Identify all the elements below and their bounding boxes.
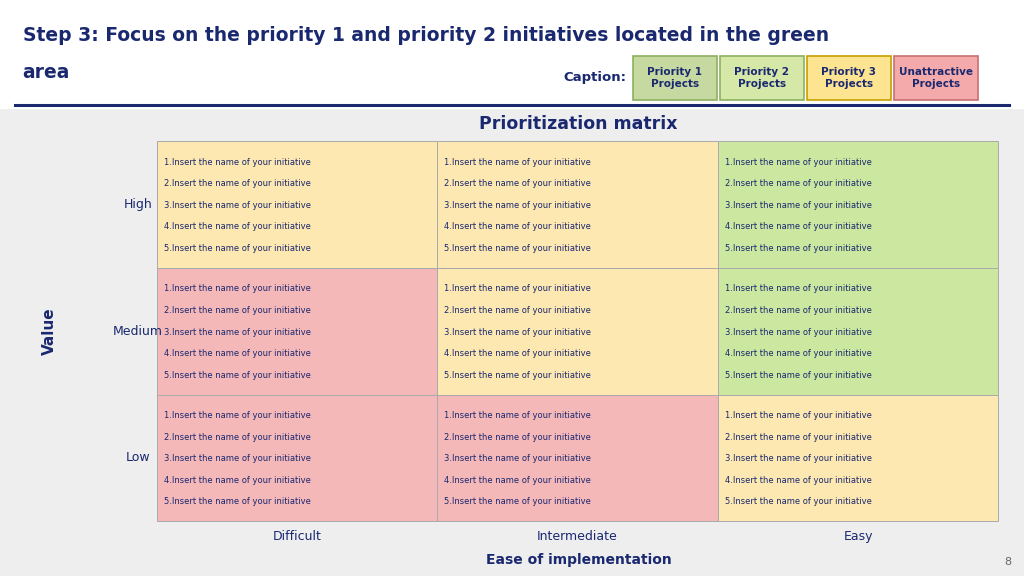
Text: 5.Insert the name of your initiative: 5.Insert the name of your initiative	[164, 370, 310, 380]
FancyBboxPatch shape	[718, 268, 998, 395]
Text: Low: Low	[126, 452, 151, 464]
FancyBboxPatch shape	[633, 56, 717, 100]
Text: 5.Insert the name of your initiative: 5.Insert the name of your initiative	[164, 244, 310, 253]
Text: 2.Insert the name of your initiative: 2.Insert the name of your initiative	[725, 306, 871, 315]
Text: Unattractive
Projects: Unattractive Projects	[899, 67, 973, 89]
Text: 1.Insert the name of your initiative: 1.Insert the name of your initiative	[725, 411, 871, 420]
FancyBboxPatch shape	[157, 268, 437, 395]
Text: 5.Insert the name of your initiative: 5.Insert the name of your initiative	[444, 244, 591, 253]
Text: 1.Insert the name of your initiative: 1.Insert the name of your initiative	[164, 411, 310, 420]
Text: Priority 1
Projects: Priority 1 Projects	[647, 67, 702, 89]
Text: 3.Insert the name of your initiative: 3.Insert the name of your initiative	[725, 201, 872, 210]
Text: 2.Insert the name of your initiative: 2.Insert the name of your initiative	[164, 179, 310, 188]
Text: 1.Insert the name of your initiative: 1.Insert the name of your initiative	[444, 158, 591, 167]
Text: 3.Insert the name of your initiative: 3.Insert the name of your initiative	[725, 328, 872, 336]
Text: 5.Insert the name of your initiative: 5.Insert the name of your initiative	[164, 497, 310, 506]
Text: Caption:: Caption:	[563, 71, 627, 84]
FancyBboxPatch shape	[157, 141, 437, 268]
Text: 4.Insert the name of your initiative: 4.Insert the name of your initiative	[725, 476, 871, 485]
Text: 3.Insert the name of your initiative: 3.Insert the name of your initiative	[725, 454, 872, 463]
Text: Difficult: Difficult	[272, 530, 322, 543]
Text: 3.Insert the name of your initiative: 3.Insert the name of your initiative	[164, 454, 311, 463]
Text: 5.Insert the name of your initiative: 5.Insert the name of your initiative	[725, 497, 871, 506]
Text: 2.Insert the name of your initiative: 2.Insert the name of your initiative	[725, 179, 871, 188]
Text: 1.Insert the name of your initiative: 1.Insert the name of your initiative	[444, 411, 591, 420]
Text: 3.Insert the name of your initiative: 3.Insert the name of your initiative	[164, 201, 311, 210]
Text: Medium: Medium	[114, 325, 163, 338]
FancyBboxPatch shape	[437, 395, 718, 521]
Text: 2.Insert the name of your initiative: 2.Insert the name of your initiative	[725, 433, 871, 442]
Text: 3.Insert the name of your initiative: 3.Insert the name of your initiative	[444, 201, 592, 210]
FancyBboxPatch shape	[807, 56, 891, 100]
Text: 5.Insert the name of your initiative: 5.Insert the name of your initiative	[444, 370, 591, 380]
Text: 4.Insert the name of your initiative: 4.Insert the name of your initiative	[725, 222, 871, 232]
Text: Intermediate: Intermediate	[538, 530, 617, 543]
Text: 4.Insert the name of your initiative: 4.Insert the name of your initiative	[164, 349, 310, 358]
Text: Step 3: Focus on the priority 1 and priority 2 initiatives located in the green: Step 3: Focus on the priority 1 and prio…	[23, 26, 828, 45]
Text: 1.Insert the name of your initiative: 1.Insert the name of your initiative	[444, 285, 591, 294]
Text: Priority 3
Projects: Priority 3 Projects	[821, 67, 877, 89]
FancyBboxPatch shape	[157, 395, 437, 521]
Text: 3.Insert the name of your initiative: 3.Insert the name of your initiative	[444, 328, 592, 336]
Text: 2.Insert the name of your initiative: 2.Insert the name of your initiative	[164, 306, 310, 315]
Text: 5.Insert the name of your initiative: 5.Insert the name of your initiative	[725, 244, 871, 253]
Text: 4.Insert the name of your initiative: 4.Insert the name of your initiative	[444, 222, 591, 232]
FancyBboxPatch shape	[0, 0, 1024, 109]
FancyBboxPatch shape	[720, 56, 804, 100]
Text: 4.Insert the name of your initiative: 4.Insert the name of your initiative	[725, 349, 871, 358]
Text: 2.Insert the name of your initiative: 2.Insert the name of your initiative	[164, 433, 310, 442]
Text: 4.Insert the name of your initiative: 4.Insert the name of your initiative	[164, 476, 310, 485]
Text: Easy: Easy	[844, 530, 872, 543]
Text: 5.Insert the name of your initiative: 5.Insert the name of your initiative	[444, 497, 591, 506]
Text: 1.Insert the name of your initiative: 1.Insert the name of your initiative	[164, 158, 310, 167]
Text: area: area	[23, 63, 70, 82]
FancyBboxPatch shape	[718, 141, 998, 268]
Text: Value: Value	[42, 308, 56, 355]
FancyBboxPatch shape	[437, 141, 718, 268]
Text: 4.Insert the name of your initiative: 4.Insert the name of your initiative	[444, 476, 591, 485]
Text: Priority 2
Projects: Priority 2 Projects	[734, 67, 790, 89]
Text: 1.Insert the name of your initiative: 1.Insert the name of your initiative	[725, 158, 871, 167]
FancyBboxPatch shape	[894, 56, 978, 100]
FancyBboxPatch shape	[718, 395, 998, 521]
Text: Prioritization matrix: Prioritization matrix	[479, 115, 678, 133]
Text: Ease of implementation: Ease of implementation	[485, 553, 672, 567]
Text: 1.Insert the name of your initiative: 1.Insert the name of your initiative	[725, 285, 871, 294]
Text: High: High	[124, 198, 153, 211]
Text: 5.Insert the name of your initiative: 5.Insert the name of your initiative	[725, 370, 871, 380]
Text: 1.Insert the name of your initiative: 1.Insert the name of your initiative	[164, 285, 310, 294]
Text: 2.Insert the name of your initiative: 2.Insert the name of your initiative	[444, 306, 591, 315]
FancyBboxPatch shape	[437, 268, 718, 395]
Text: 3.Insert the name of your initiative: 3.Insert the name of your initiative	[164, 328, 311, 336]
Text: 4.Insert the name of your initiative: 4.Insert the name of your initiative	[444, 349, 591, 358]
Text: 3.Insert the name of your initiative: 3.Insert the name of your initiative	[444, 454, 592, 463]
Text: 2.Insert the name of your initiative: 2.Insert the name of your initiative	[444, 179, 591, 188]
Text: 2.Insert the name of your initiative: 2.Insert the name of your initiative	[444, 433, 591, 442]
Text: 8: 8	[1005, 558, 1012, 567]
Text: 4.Insert the name of your initiative: 4.Insert the name of your initiative	[164, 222, 310, 232]
